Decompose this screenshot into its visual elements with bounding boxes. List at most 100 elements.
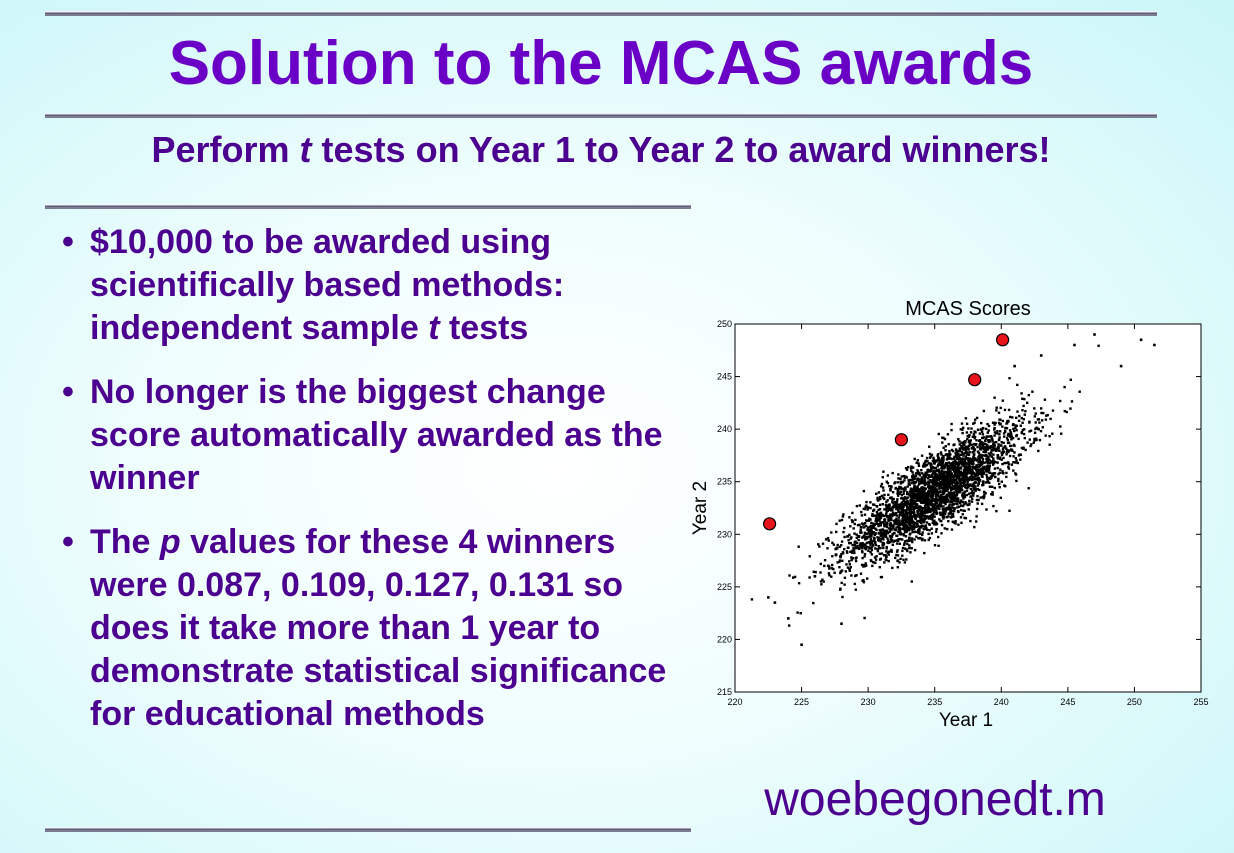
score-point (942, 456, 945, 460)
score-point (898, 513, 901, 517)
top-rule (45, 11, 1157, 16)
score-point (910, 495, 913, 498)
score-point (926, 491, 929, 494)
score-point (902, 513, 906, 516)
score-point (936, 499, 940, 502)
score-point (919, 506, 922, 509)
score-point (972, 494, 975, 497)
score-point (1008, 449, 1011, 452)
score-point (938, 518, 941, 521)
score-point (993, 441, 996, 444)
score-point (894, 518, 897, 522)
score-point (884, 523, 887, 526)
score-point (896, 492, 899, 495)
score-point (973, 525, 976, 529)
score-point (851, 520, 854, 524)
score-point (1097, 344, 1100, 347)
score-point (887, 559, 890, 563)
score-point (1009, 415, 1012, 419)
score-point (952, 476, 955, 479)
score-point (878, 515, 881, 518)
score-point (985, 437, 988, 440)
outlier-point (767, 596, 770, 599)
score-point (885, 506, 889, 510)
score-point (886, 504, 890, 507)
score-point (926, 477, 930, 480)
score-point (963, 452, 966, 455)
score-point (1051, 409, 1055, 412)
score-point (990, 451, 993, 454)
score-point (928, 479, 932, 482)
score-point (943, 491, 946, 494)
score-point (1014, 457, 1017, 460)
score-point (939, 472, 942, 475)
score-point (945, 453, 948, 456)
score-point (1021, 409, 1024, 412)
score-point (967, 483, 970, 486)
score-point (948, 449, 951, 453)
score-point (908, 539, 911, 542)
score-point (863, 543, 866, 546)
score-point (902, 474, 905, 478)
score-point (975, 439, 978, 442)
score-point (1033, 415, 1036, 418)
score-point (961, 474, 964, 477)
score-point (923, 482, 926, 485)
score-point (867, 535, 871, 538)
score-point (941, 480, 945, 483)
score-point (866, 532, 869, 535)
score-point (910, 479, 914, 482)
score-point (1041, 419, 1044, 422)
score-point (967, 444, 971, 447)
score-point (993, 434, 996, 437)
score-point (1035, 438, 1038, 442)
score-point (956, 509, 960, 513)
outlier-point (826, 564, 830, 568)
score-point (1048, 443, 1051, 446)
score-point (946, 433, 950, 436)
score-point (939, 484, 942, 488)
score-point (953, 485, 956, 488)
score-point (916, 469, 919, 472)
score-point (867, 528, 870, 532)
score-point (887, 541, 890, 545)
score-point (869, 543, 872, 546)
score-point (935, 501, 938, 504)
score-point (971, 492, 974, 495)
score-point (863, 507, 867, 511)
score-point (966, 447, 969, 451)
score-point (964, 471, 967, 474)
score-point (1023, 413, 1026, 416)
score-point (965, 478, 968, 481)
score-point (1027, 487, 1030, 490)
score-point (920, 479, 924, 482)
score-point (956, 471, 959, 474)
score-point (919, 492, 922, 495)
score-point (983, 465, 986, 468)
score-point (905, 558, 908, 561)
score-point (936, 478, 939, 481)
score-point (970, 474, 973, 477)
score-point (978, 443, 981, 447)
score-point (879, 524, 882, 527)
score-point (943, 501, 946, 505)
score-point (951, 497, 955, 500)
score-point (918, 509, 921, 512)
score-point (879, 532, 883, 536)
score-point (981, 468, 985, 472)
score-point (928, 536, 932, 540)
score-point (925, 492, 928, 495)
score-point (968, 451, 971, 454)
score-point (812, 601, 815, 605)
score-point (924, 496, 927, 500)
score-point (965, 493, 969, 497)
score-point (943, 477, 946, 480)
score-point (954, 522, 957, 525)
score-point (982, 490, 986, 494)
score-point (941, 511, 944, 514)
score-point (871, 539, 875, 543)
score-point (942, 508, 945, 511)
score-point (865, 564, 868, 567)
score-point (839, 571, 842, 575)
score-point (797, 545, 800, 548)
